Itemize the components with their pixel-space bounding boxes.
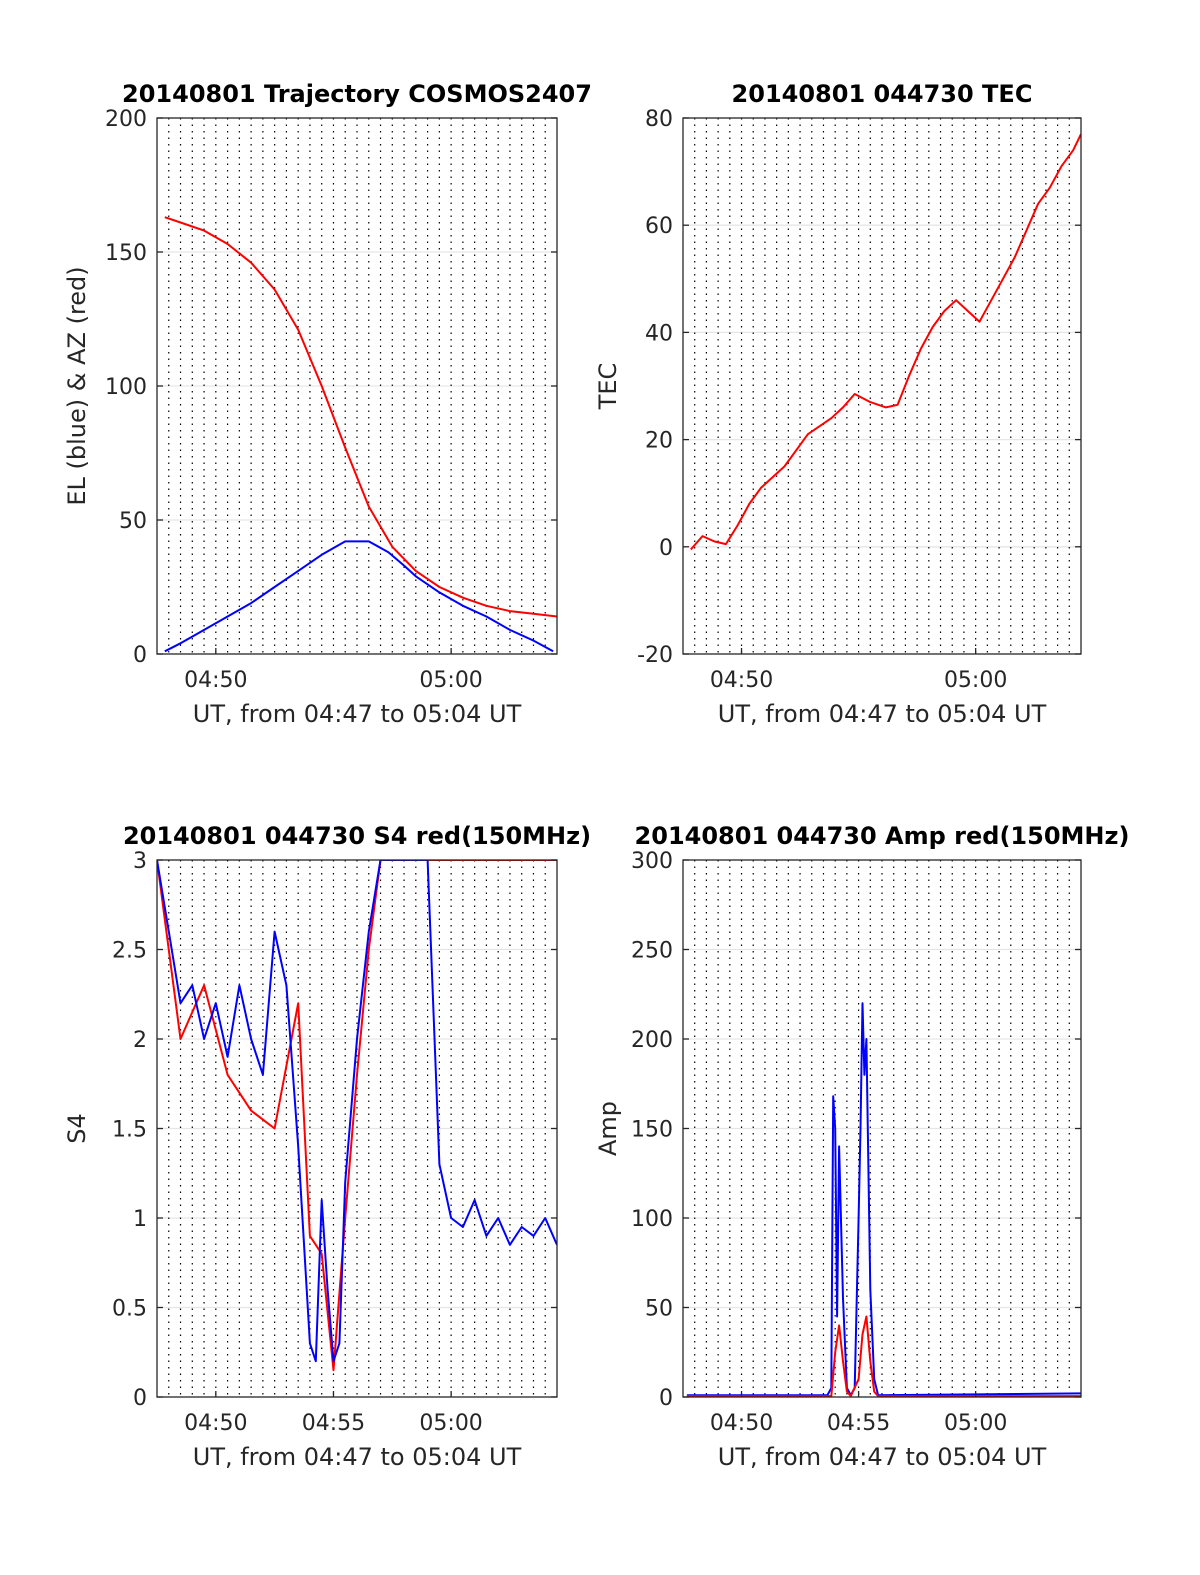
x-tick-label: 05:00 bbox=[944, 1411, 1007, 1436]
x-axis-label: UT, from 04:47 to 05:04 UT bbox=[718, 1443, 1047, 1471]
y-tick-label: 50 bbox=[645, 1297, 673, 1322]
chart-title: 20140801 044730 S4 red(150MHz) bbox=[123, 822, 591, 850]
x-tick-label: 04:50 bbox=[184, 668, 247, 693]
y-tick-label: 200 bbox=[105, 107, 147, 132]
y-tick-label: 80 bbox=[645, 107, 673, 132]
x-tick-label: 04:55 bbox=[302, 1411, 365, 1436]
series-line-2 bbox=[157, 860, 557, 1363]
x-tick-label: 04:50 bbox=[184, 1411, 247, 1436]
y-tick-label: 0 bbox=[659, 1386, 673, 1411]
y-axis-label: S4 bbox=[63, 1113, 91, 1144]
x-tick-label: 05:00 bbox=[419, 668, 482, 693]
panel-3: 0 0.5 1 1.5 2 2.5 3 04:50 04:55 05:00 20140801 044… bbox=[63, 822, 591, 1471]
y-axis-label: TEC bbox=[594, 363, 622, 411]
x-tick-label: 04:50 bbox=[710, 668, 773, 693]
y-axis-label: EL (blue) & AZ (red) bbox=[63, 266, 91, 505]
y-tick-label: 0 bbox=[133, 643, 147, 668]
x-tick-label: 04:50 bbox=[710, 1411, 773, 1436]
panel-2: -20 0 20 40 60 80 04:50 05:00 20140801 044730 TE… bbox=[594, 80, 1082, 728]
y-tick-label: 3 bbox=[133, 849, 147, 874]
y-tick-label: 1 bbox=[133, 1207, 147, 1232]
series-line-2 bbox=[164, 216, 557, 618]
x-tick-label: 05:00 bbox=[419, 1411, 482, 1436]
y-tick-label: 20 bbox=[645, 429, 673, 454]
y-tick-label: 0 bbox=[659, 536, 673, 561]
axes-box bbox=[682, 117, 1082, 655]
chart-title: 20140801 Trajectory COSMOS2407 bbox=[122, 80, 592, 108]
x-tick-label: 04:55 bbox=[827, 1411, 890, 1436]
series-line-1 bbox=[157, 860, 557, 1372]
chart-title: 20140801 044730 TEC bbox=[732, 80, 1033, 108]
y-tick-label: 0.5 bbox=[112, 1297, 147, 1322]
series-line-2 bbox=[686, 1315, 1081, 1397]
y-tick-label: 150 bbox=[631, 1118, 673, 1143]
y-tick-label: 100 bbox=[105, 375, 147, 400]
series-line-1 bbox=[690, 133, 1081, 551]
y-tick-label: 150 bbox=[105, 241, 147, 266]
y-tick-label: -20 bbox=[637, 643, 673, 668]
y-tick-label: 300 bbox=[631, 849, 673, 874]
y-tick-label: 50 bbox=[119, 509, 147, 534]
y-tick-label: 60 bbox=[645, 214, 673, 239]
panel-1: 0 50 100 150 200 04:50 05:00 20140801 Trajector… bbox=[63, 80, 592, 728]
y-tick-label: 200 bbox=[631, 1028, 673, 1053]
y-tick-label: 100 bbox=[631, 1207, 673, 1232]
x-axis-label: UT, from 04:47 to 05:04 UT bbox=[718, 700, 1047, 728]
y-tick-label: 2 bbox=[133, 1028, 147, 1053]
y-tick-label: 250 bbox=[631, 939, 673, 964]
panel-4: 0 50 100 150 200 250 300 04:50 04:55 05:00 2014080… bbox=[594, 822, 1129, 1471]
y-tick-label: 40 bbox=[645, 321, 673, 346]
x-axis-label: UT, from 04:47 to 05:04 UT bbox=[193, 1443, 522, 1471]
series-line-1 bbox=[164, 540, 554, 653]
y-axis-label: Amp bbox=[594, 1101, 622, 1156]
y-tick-label: 1.5 bbox=[112, 1118, 147, 1143]
chart-title: 20140801 044730 Amp red(150MHz) bbox=[635, 822, 1130, 850]
y-tick-label: 2.5 bbox=[112, 939, 147, 964]
x-tick-label: 05:00 bbox=[944, 668, 1007, 693]
x-axis-label: UT, from 04:47 to 05:04 UT bbox=[193, 700, 522, 728]
y-tick-label: 0 bbox=[133, 1386, 147, 1411]
